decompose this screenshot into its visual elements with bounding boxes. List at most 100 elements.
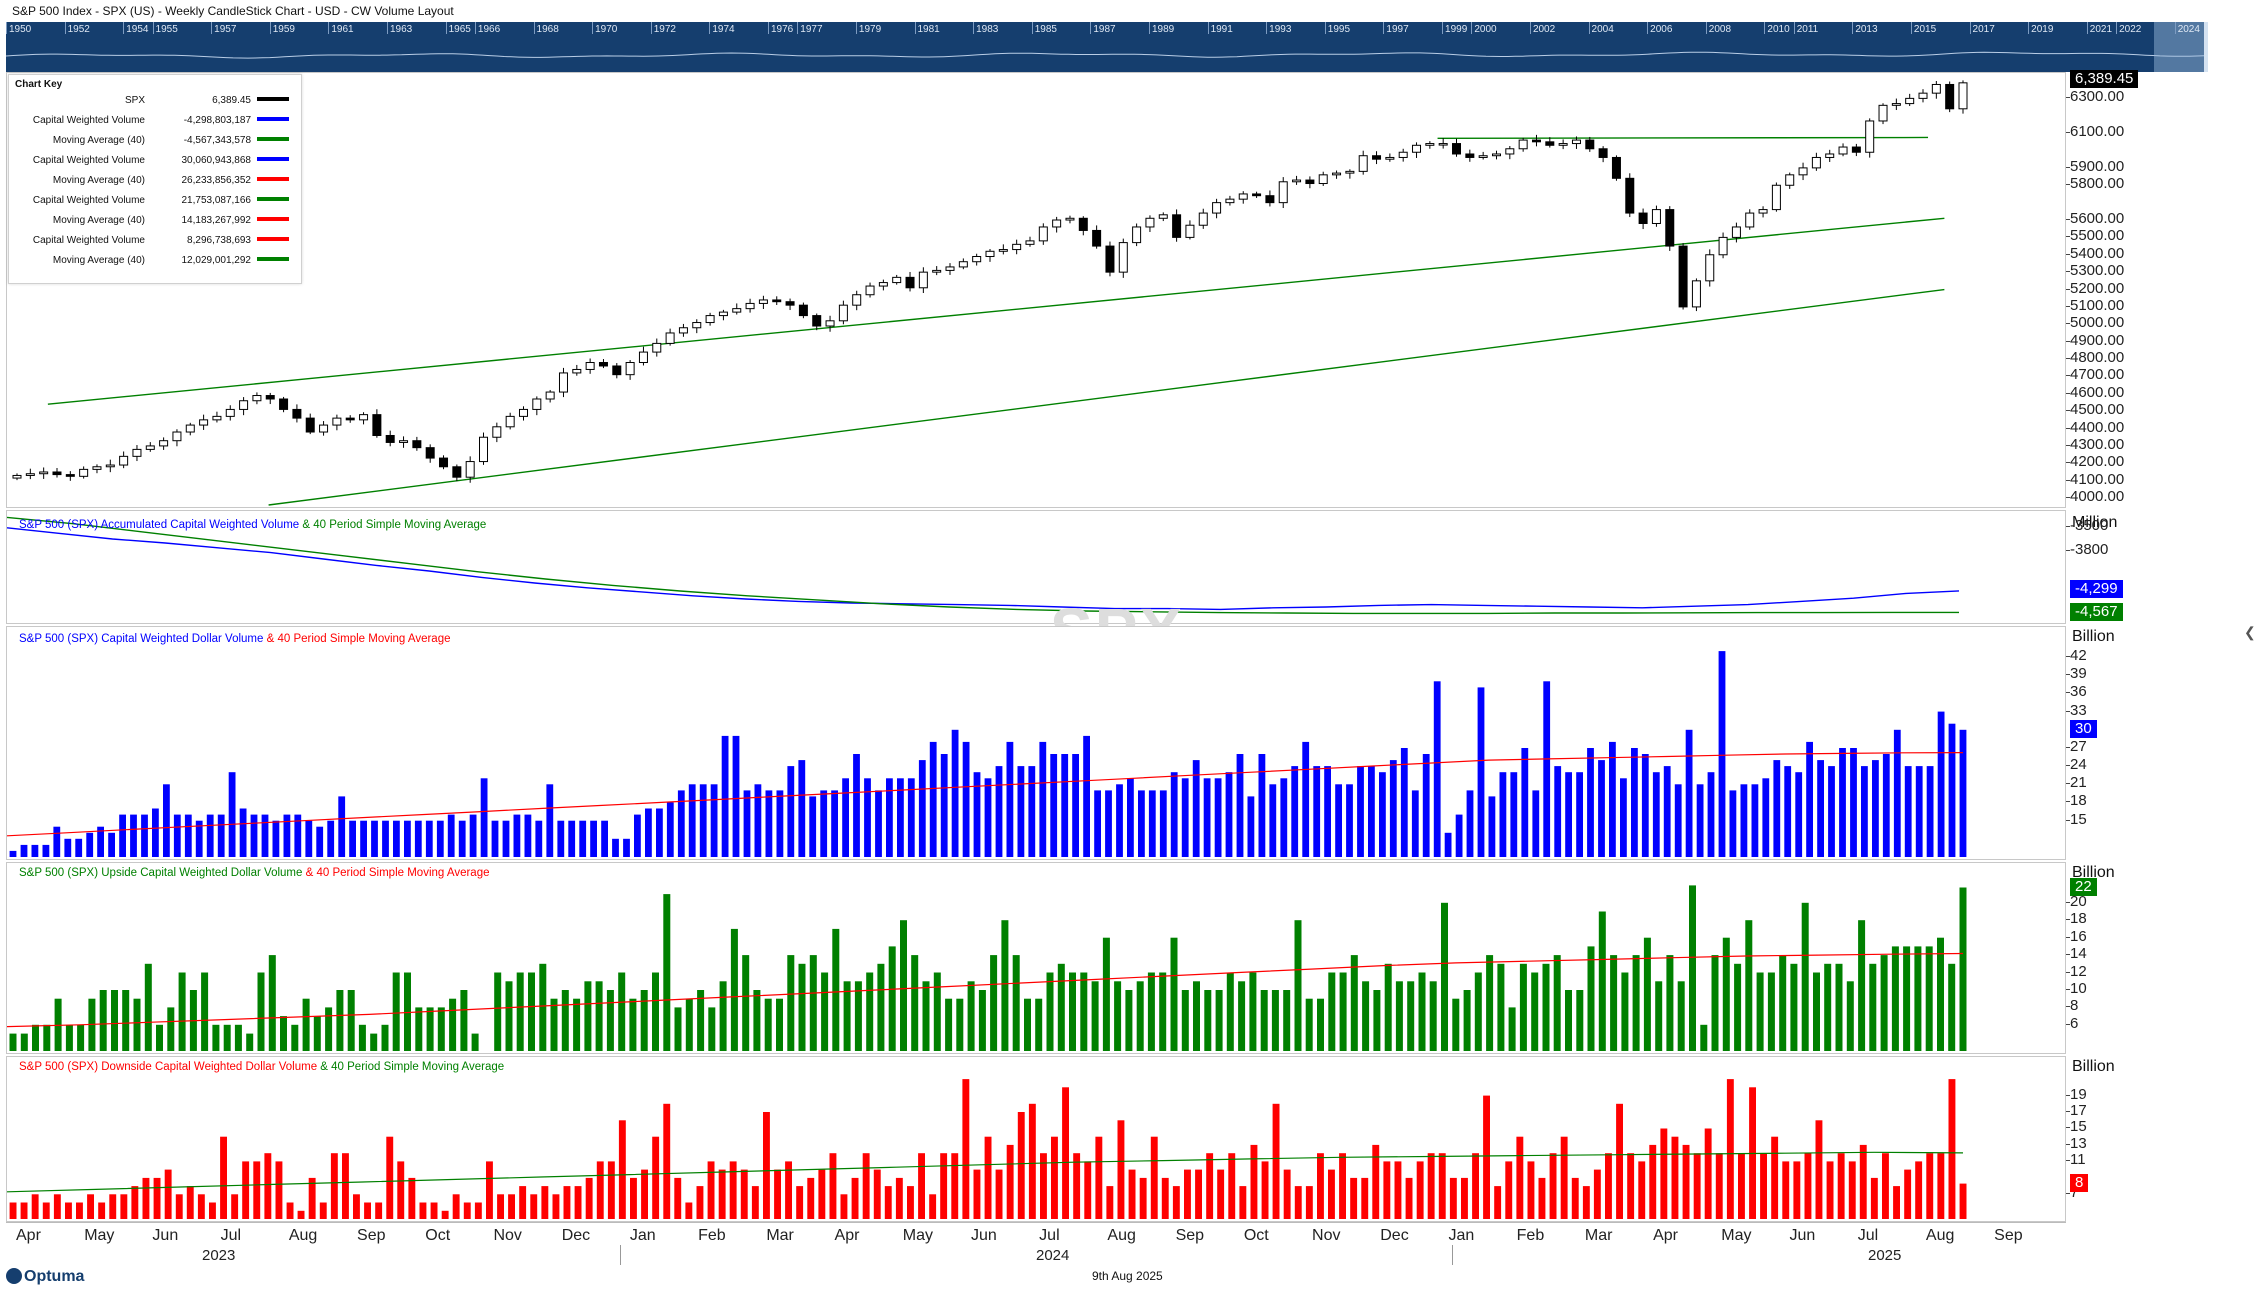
timeline-tick	[474, 22, 476, 34]
upside-bar	[1350, 955, 1358, 1051]
downside-bar	[1062, 1087, 1069, 1219]
cwdv-bar	[1357, 766, 1364, 857]
cwdv-panel[interactable]: S&P 500 (SPX) Capital Weighted Dollar Vo…	[6, 626, 2066, 860]
downside-tick-mark	[2066, 1193, 2070, 1195]
chart-key-row: Capital Weighted Volume -4,298,803,187	[9, 113, 301, 133]
candle-body-down	[1638, 212, 1648, 224]
cwdv-ma-line	[6, 752, 1964, 837]
cwdv-bar	[677, 790, 685, 857]
chart-key-swatch	[257, 177, 289, 181]
cwdv-bar	[1751, 784, 1759, 857]
downside-bar	[9, 1202, 17, 1219]
accum-panel[interactable]: S&P 500 (SPX) Accumulated Capital Weight…	[6, 510, 2066, 624]
candle	[692, 319, 702, 334]
collapse-panel-icon[interactable]: ❮	[2244, 624, 2256, 640]
downside-bar	[918, 1153, 925, 1219]
price-tick-label: 4800.00	[2070, 349, 2125, 367]
price-tick-mark	[2066, 323, 2070, 325]
downside-scale[interactable]: Billion 19 17 15 13 11 7 8	[2066, 1056, 2260, 1222]
downside-bar	[386, 1136, 394, 1219]
candle-body-up	[1292, 179, 1302, 183]
optuma-logo-icon	[6, 1268, 22, 1284]
timeline-tick	[1588, 22, 1590, 34]
downside-bar	[408, 1177, 416, 1219]
cwdv-bar	[1740, 784, 1748, 857]
candle-body-up	[159, 440, 169, 447]
candle-body-down	[785, 301, 795, 306]
candle	[1412, 142, 1422, 158]
accum-tick-label: -3800	[2070, 541, 2109, 558]
upside-scale[interactable]: Billion 20 18 16 14 12 10 8 6 22	[2066, 862, 2260, 1054]
downside-bar	[220, 1136, 227, 1219]
candle-body-down	[905, 276, 915, 289]
chart-key-name: SPX	[124, 95, 145, 106]
candle-body-up	[1332, 172, 1342, 176]
timeline-tick	[1764, 22, 1766, 34]
cwdv-bar	[1444, 832, 1452, 857]
upside-bar	[652, 972, 659, 1051]
cwdv-bar	[886, 778, 893, 857]
upside-bar	[843, 981, 851, 1051]
upside-bar	[20, 1033, 28, 1051]
candle	[279, 396, 289, 413]
candle-body-up	[678, 327, 688, 334]
cwdv-scale[interactable]: Billion 42 39 36 33 27 24 21 18 15 30	[2066, 626, 2260, 860]
cwdv-bar	[1926, 766, 1934, 857]
candle-body-up	[518, 408, 528, 417]
upside-bar	[1835, 963, 1843, 1051]
cwdv-bar	[20, 844, 28, 857]
price-tick-label: 5600.00	[2070, 210, 2125, 228]
upside-bar	[246, 1033, 254, 1051]
cwdv-tick-mark	[2066, 674, 2070, 676]
cwdv-bar	[1368, 766, 1375, 857]
cwdv-bar	[535, 820, 543, 857]
candle-body-down	[279, 398, 289, 410]
candle-body-down	[772, 299, 782, 303]
cwdv-bar	[250, 814, 258, 857]
cwdv-bar	[623, 838, 630, 857]
timeline-tick	[2028, 22, 2030, 34]
cwdv-bar	[1948, 723, 1956, 857]
upside-bar	[922, 981, 930, 1051]
upside-bar	[43, 1024, 51, 1051]
cwdv-tick-label: 24	[2070, 756, 2087, 774]
upside-bar	[1193, 981, 1200, 1051]
upside-tick-label: 10	[2070, 979, 2087, 997]
price-scale[interactable]: 6300.00 6100.00 5900.00 5800.00 5600.00 5500.…	[2066, 69, 2260, 508]
cwdv-bar	[831, 790, 838, 857]
month-label: Aug	[1107, 1227, 1136, 1244]
candle-body-up	[1838, 146, 1848, 155]
accum-scale[interactable]: Million -3500 -3800 -4,299 -4,567	[2066, 510, 2260, 624]
chart-key-value: 8,296,738,693	[187, 235, 251, 246]
upside-bar	[358, 1024, 366, 1051]
upside-bar	[1204, 990, 1212, 1051]
cwdv-tick-mark	[2066, 801, 2070, 803]
downside-bar	[1117, 1120, 1125, 1219]
chart-key[interactable]: Chart Key SPX 6,389.45 Capital Weighted Vo…	[8, 74, 302, 284]
upside-bar	[956, 998, 964, 1051]
upside-panel[interactable]: S&P 500 (SPX) Upside Capital Weighted Do…	[6, 862, 2066, 1054]
chart-key-row: SPX 6,389.45	[9, 93, 301, 113]
downside-bar	[197, 1194, 205, 1219]
timeline-window-handle[interactable]	[2154, 22, 2208, 72]
cwdv-bar	[984, 778, 992, 857]
cwdv-bar	[130, 814, 137, 857]
price-panel[interactable]	[6, 72, 2066, 508]
chart-key-swatch	[257, 137, 289, 141]
upside-bar	[1069, 972, 1076, 1051]
candle-body-down	[305, 417, 315, 433]
price-tick-label: 5500.00	[2070, 227, 2125, 245]
downside-panel[interactable]: S&P 500 (SPX) Downside Capital Weighted …	[6, 1056, 2066, 1222]
time-axis[interactable]: Apr May Jun Jul Aug Sep Oct Nov Dec Jan Feb Mar Apr M…	[6, 1222, 2066, 1265]
candle	[665, 328, 675, 346]
timeline-navigator[interactable]: 1950 1952 1954 1955 1957 1959 1961 1963 1965 1966…	[6, 22, 2208, 72]
timeline-year: 1959	[272, 24, 295, 35]
cwdv-tick-label: 39	[2070, 665, 2087, 683]
candle-body-up	[1385, 156, 1395, 160]
candle	[852, 290, 862, 311]
cwdv-bar	[1795, 772, 1803, 857]
downside-bar	[1172, 1186, 1180, 1219]
cwdv-bar	[1543, 681, 1551, 857]
cwdv-bar	[1718, 651, 1726, 857]
downside-tick-mark	[2066, 1094, 2070, 1096]
